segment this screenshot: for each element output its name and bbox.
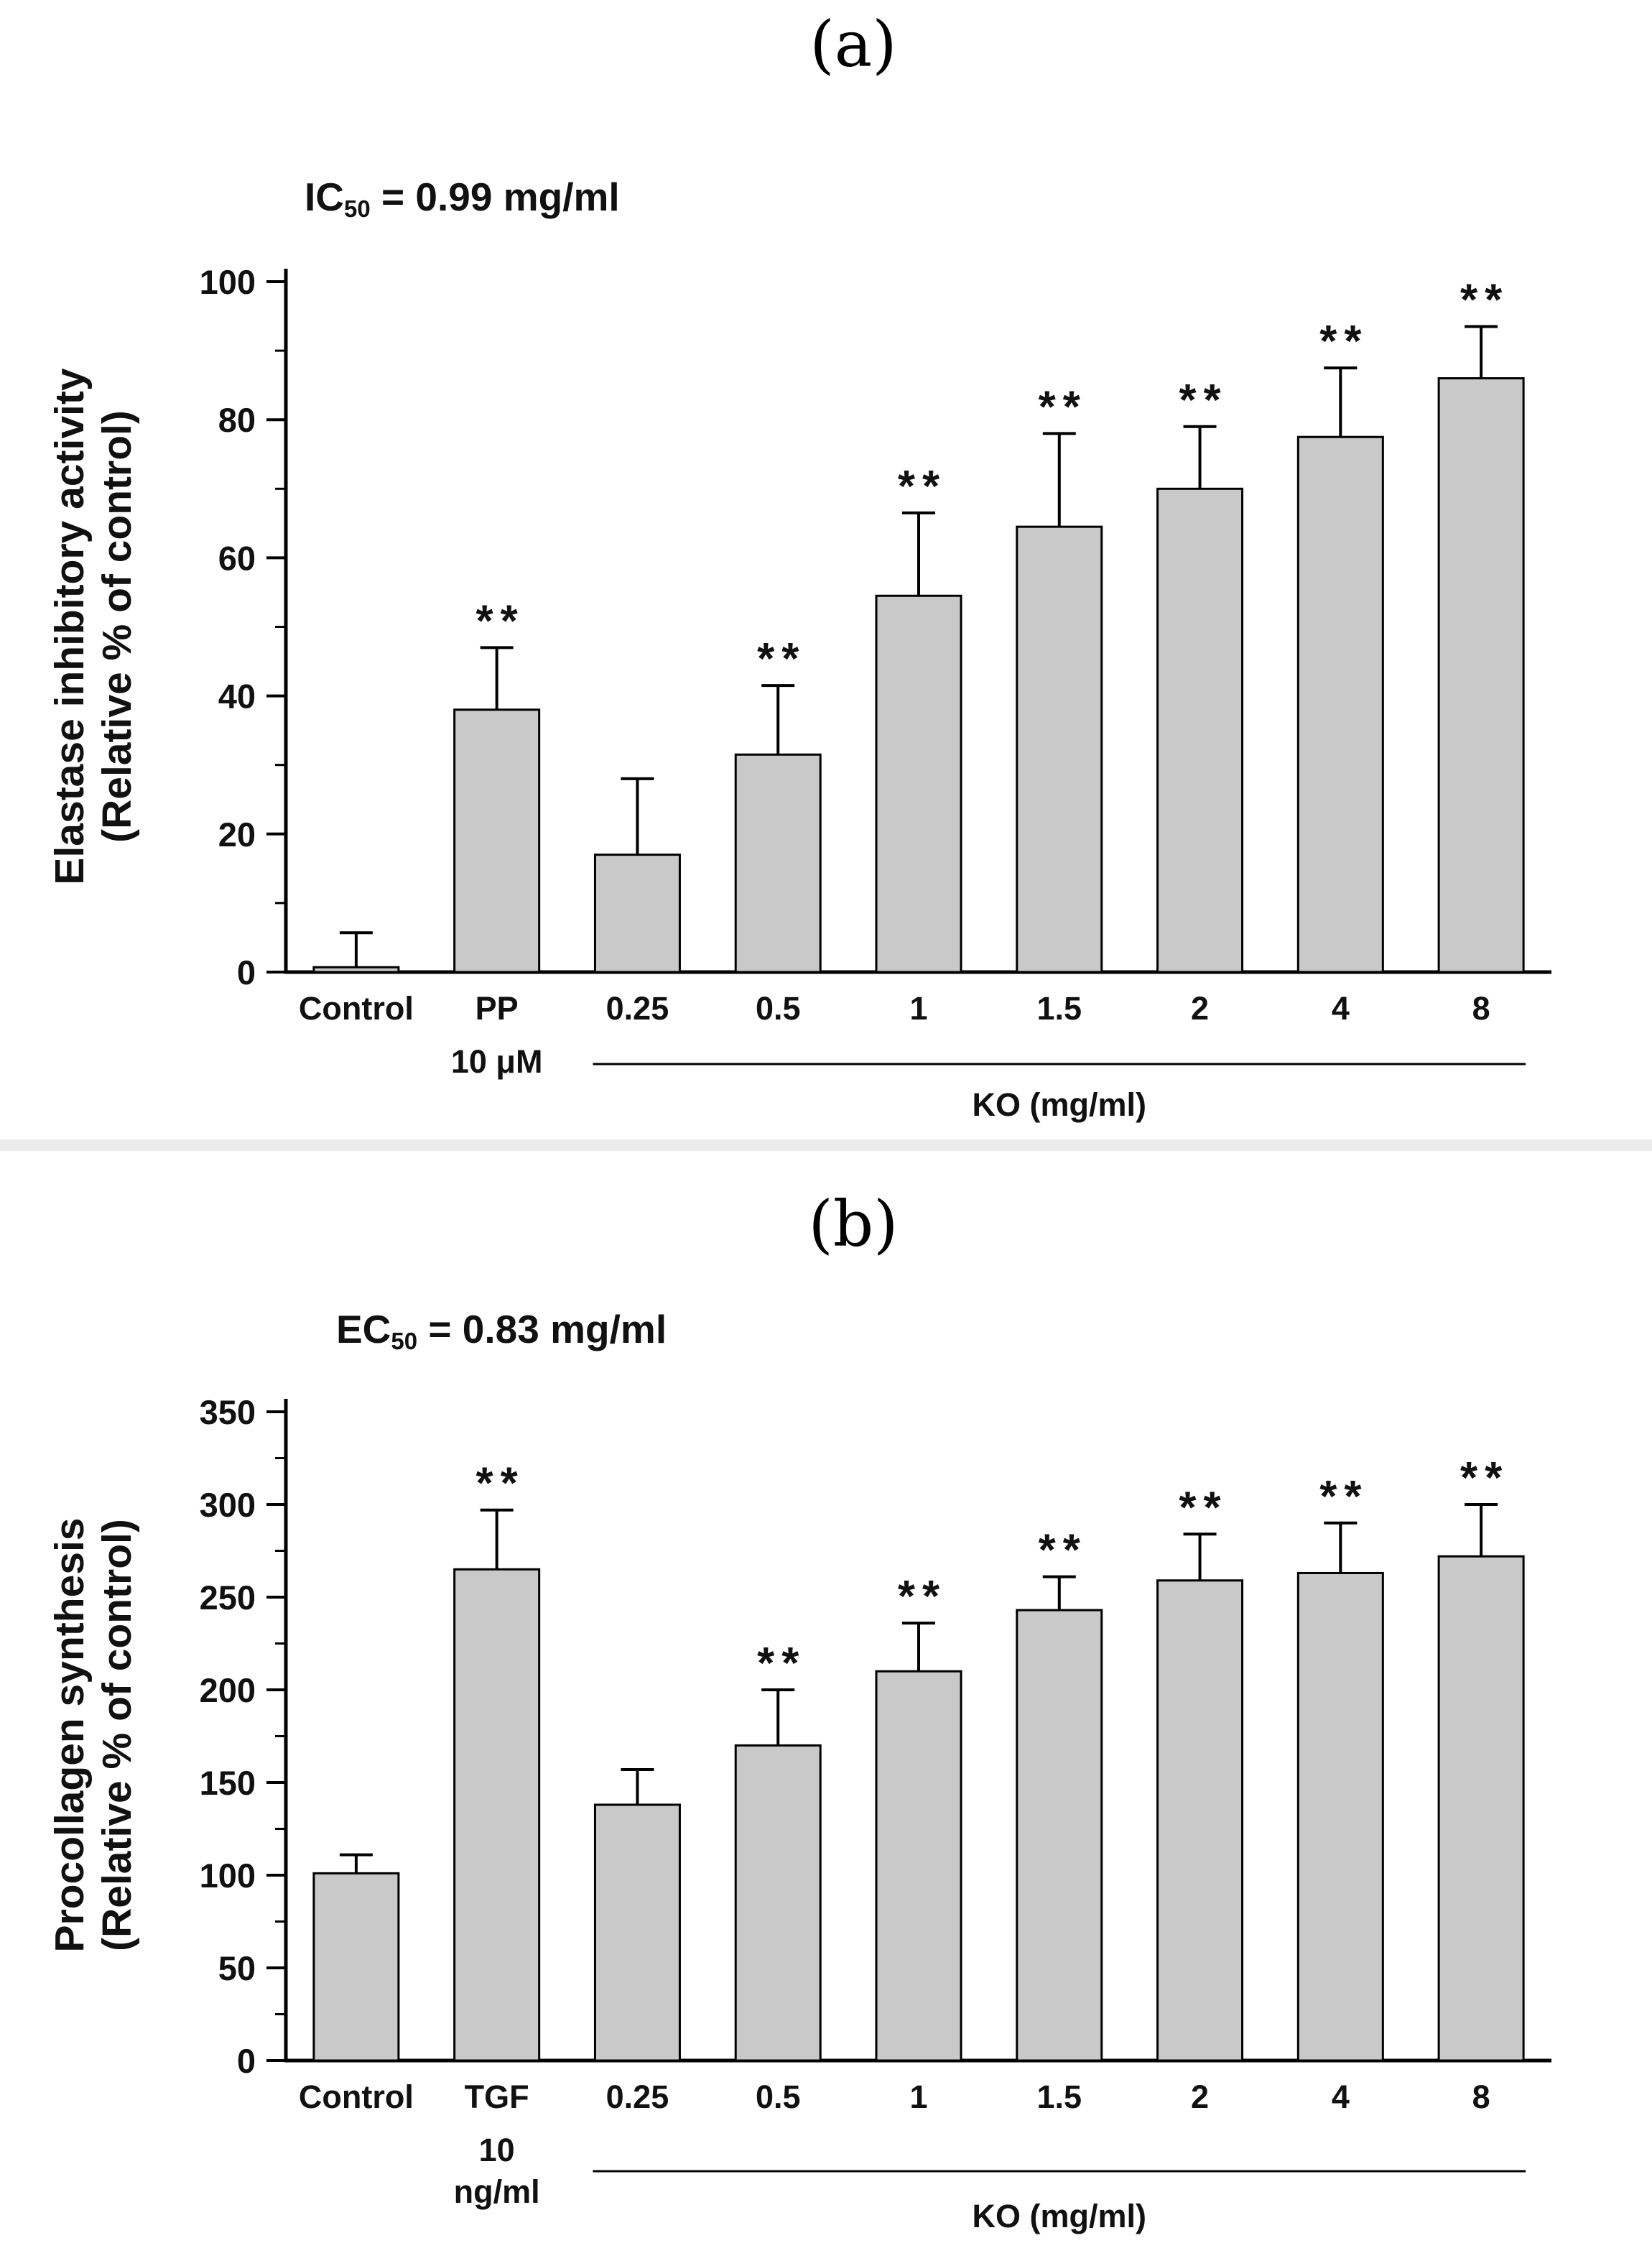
significance-stars: ** [1460, 1453, 1509, 1503]
annotation-prefix: EC [336, 1307, 391, 1351]
bar [875, 1670, 962, 2062]
significance-stars: ** [1039, 382, 1087, 432]
significance-stars: ** [1039, 1526, 1087, 1576]
significance-stars: ** [898, 1572, 947, 1622]
annotation-subscript: 50 [391, 1328, 418, 1355]
category-label: 1.5 [1036, 2079, 1082, 2115]
y-tick-label: 50 [218, 1949, 256, 1987]
significance-stars: ** [757, 1639, 806, 1688]
bar [1437, 1555, 1525, 2062]
category-sublabel: 10 [479, 2132, 515, 2168]
bar [1016, 1609, 1103, 2062]
y-tick-label: 250 [200, 1578, 256, 1617]
significance-stars: ** [1319, 317, 1368, 366]
bar [734, 753, 822, 974]
annotation-subscript: 50 [344, 195, 371, 223]
significance-stars: ** [1179, 1483, 1228, 1532]
annotation-rest: = 0.83 mg/ml [417, 1307, 667, 1351]
significance-stars: ** [757, 634, 806, 684]
group-label: KO (mg/ml) [973, 1086, 1147, 1123]
category-label: 0.5 [756, 2079, 801, 2115]
significance-stars: ** [1179, 376, 1228, 425]
y-tick-label: 0 [237, 2042, 256, 2080]
category-label: 0.25 [606, 990, 669, 1027]
significance-stars: ** [1319, 1472, 1368, 1522]
annotation-rest: = 0.99 mg/ml [370, 175, 620, 219]
panel-label-b: (b) [808, 1187, 899, 1261]
bar [1296, 1571, 1384, 2062]
significance-stars: ** [476, 1459, 525, 1509]
category-sublabel: 10 μM [451, 1043, 543, 1080]
y-tick-label: 300 [200, 1486, 256, 1524]
category-label: TGF [465, 2079, 529, 2115]
category-label: Control [299, 2079, 414, 2115]
y-tick-label: 200 [200, 1671, 256, 1709]
category-label: 4 [1332, 2079, 1350, 2115]
bar [875, 594, 962, 974]
bar [312, 966, 400, 974]
scan-artifact-band [0, 1139, 1652, 1151]
bar [734, 1744, 822, 2062]
category-label: 2 [1191, 2079, 1209, 2115]
category-label: 1 [909, 990, 927, 1027]
category-label: 0.5 [756, 990, 801, 1027]
panel-label-a: (a) [809, 7, 897, 81]
category-label: PP [475, 990, 519, 1027]
bar [1437, 377, 1525, 974]
significance-stars: ** [476, 596, 525, 646]
bar [1156, 1579, 1244, 2062]
group-label: KO (mg/ml) [973, 2198, 1147, 2234]
bar [593, 854, 681, 974]
category-label: 0.25 [606, 2079, 669, 2115]
y-tick-label: 0 [237, 953, 256, 991]
y-tick-label: 350 [200, 1393, 256, 1431]
y-tick-label: 150 [200, 1764, 256, 1802]
y-tick-label: 40 [218, 678, 256, 716]
category-sublabel: ng/ml [454, 2173, 540, 2210]
y-tick-label: 20 [218, 815, 256, 854]
bar [1156, 487, 1244, 974]
bar [453, 708, 541, 974]
bar [453, 1568, 541, 2062]
bar [1016, 525, 1103, 974]
bar [312, 1872, 400, 2062]
ic50-annotation: IC50 = 0.99 mg/ml [305, 174, 620, 223]
y-tick-label: 60 [218, 539, 256, 577]
significance-stars: ** [1460, 275, 1509, 325]
ec50-annotation: EC50 = 0.83 mg/ml [336, 1306, 667, 1355]
y-tick-label: 80 [218, 401, 256, 439]
category-label: 1.5 [1036, 990, 1082, 1027]
category-label: 4 [1332, 990, 1350, 1027]
category-label: 8 [1472, 990, 1490, 1027]
category-label: 8 [1472, 2079, 1490, 2115]
category-label: Control [299, 990, 414, 1027]
y-tick-label: 100 [200, 1857, 256, 1895]
bar [593, 1803, 681, 2062]
category-label: 2 [1191, 990, 1209, 1027]
significance-stars: ** [898, 462, 947, 512]
annotation-prefix: IC [305, 175, 344, 219]
category-label: 1 [909, 2079, 927, 2115]
y-tick-label: 100 [200, 263, 256, 301]
bar [1296, 435, 1384, 974]
